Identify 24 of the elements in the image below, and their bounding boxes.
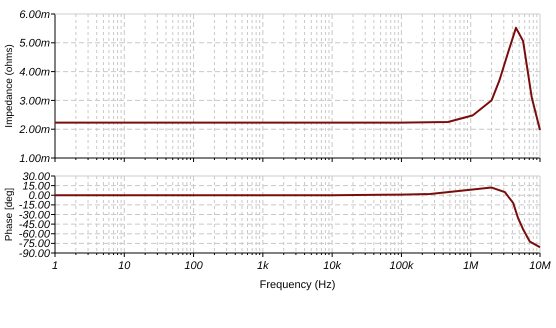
x-tick-label: 1k bbox=[257, 260, 270, 272]
y-tick-label: -15.00 bbox=[18, 200, 51, 212]
x-tick-label: 10k bbox=[323, 260, 342, 272]
x-tick-label: 1M bbox=[463, 260, 480, 272]
x-axis-title: Frequency (Hz) bbox=[260, 279, 336, 291]
y-tick-label: 30.00 bbox=[22, 170, 51, 183]
x-tick-label: 10M bbox=[529, 260, 552, 272]
y-axis-title: Phase [deg] bbox=[4, 188, 15, 242]
y-tick-label: 1.00m bbox=[19, 152, 50, 165]
y-tick-label: 3.00m bbox=[19, 95, 50, 108]
y-tick-label: 5.00m bbox=[19, 38, 50, 50]
y-tick-label: -90.00 bbox=[18, 248, 51, 260]
x-tick-label: 100k bbox=[390, 260, 414, 272]
x-tick-label: 1 bbox=[52, 260, 58, 272]
y-tick-label: -45.00 bbox=[18, 218, 51, 231]
y-tick-label: 6.00m bbox=[19, 8, 50, 21]
x-tick-label: 100 bbox=[184, 260, 204, 272]
y-tick-label: 15.00 bbox=[22, 180, 51, 192]
y-tick-label: 2.00m bbox=[18, 124, 50, 136]
y-tick-label: -30.00 bbox=[18, 209, 51, 222]
y-axis-title: Impedance (ohms) bbox=[4, 44, 15, 128]
x-tick-label: 10 bbox=[118, 260, 132, 272]
y-tick-label: 4.00m bbox=[19, 66, 50, 78]
y-tick-label: -75.00 bbox=[18, 238, 51, 250]
